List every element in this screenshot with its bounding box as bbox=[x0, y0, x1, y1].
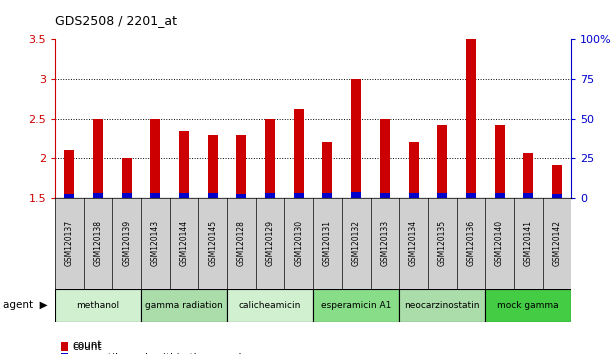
Text: agent  ▶: agent ▶ bbox=[3, 300, 48, 310]
Text: percentile rank within the sample: percentile rank within the sample bbox=[72, 353, 248, 354]
Bar bbox=[93, 119, 103, 198]
Bar bbox=[351, 192, 361, 198]
Bar bbox=[236, 135, 246, 198]
Bar bbox=[265, 119, 275, 198]
Bar bbox=[64, 194, 75, 198]
Bar bbox=[227, 289, 313, 322]
Text: GSM120129: GSM120129 bbox=[266, 221, 274, 266]
Text: methanol: methanol bbox=[76, 301, 120, 310]
Bar bbox=[437, 125, 447, 198]
Bar bbox=[93, 193, 103, 198]
Text: GDS2508 / 2201_at: GDS2508 / 2201_at bbox=[55, 14, 177, 27]
Text: GSM120130: GSM120130 bbox=[295, 220, 303, 267]
Bar bbox=[399, 289, 485, 322]
Bar bbox=[523, 153, 533, 198]
Text: count: count bbox=[72, 340, 101, 350]
Bar bbox=[265, 193, 275, 198]
Text: GSM120141: GSM120141 bbox=[524, 221, 533, 266]
Text: calicheamicin: calicheamicin bbox=[239, 301, 301, 310]
Bar bbox=[208, 135, 218, 198]
Text: neocarzinostatin: neocarzinostatin bbox=[404, 301, 480, 310]
Bar bbox=[552, 194, 562, 198]
Text: esperamicin A1: esperamicin A1 bbox=[321, 301, 392, 310]
Bar bbox=[179, 131, 189, 198]
Text: mock gamma: mock gamma bbox=[497, 301, 559, 310]
Text: GSM120132: GSM120132 bbox=[352, 221, 360, 266]
Text: GSM120143: GSM120143 bbox=[151, 220, 160, 267]
Bar bbox=[294, 109, 304, 198]
Bar bbox=[323, 193, 332, 198]
Bar bbox=[437, 193, 447, 198]
Text: GSM120131: GSM120131 bbox=[323, 221, 332, 266]
Bar bbox=[380, 193, 390, 198]
Bar bbox=[485, 289, 571, 322]
Bar bbox=[409, 143, 419, 198]
Text: GSM120139: GSM120139 bbox=[122, 220, 131, 267]
Bar bbox=[380, 119, 390, 198]
Text: count: count bbox=[72, 342, 101, 352]
Text: GSM120137: GSM120137 bbox=[65, 220, 74, 267]
Text: GSM120145: GSM120145 bbox=[208, 220, 218, 267]
Bar bbox=[122, 159, 132, 198]
Bar bbox=[409, 193, 419, 198]
Bar bbox=[141, 289, 227, 322]
Text: GSM120142: GSM120142 bbox=[552, 221, 562, 266]
Bar bbox=[294, 193, 304, 198]
Bar bbox=[466, 39, 476, 198]
Bar bbox=[55, 289, 141, 322]
Text: GSM120136: GSM120136 bbox=[466, 220, 475, 267]
Text: GSM120135: GSM120135 bbox=[437, 220, 447, 267]
Bar bbox=[523, 193, 533, 198]
Bar bbox=[323, 143, 332, 198]
Text: gamma radiation: gamma radiation bbox=[145, 301, 223, 310]
Text: GSM120134: GSM120134 bbox=[409, 220, 418, 267]
Bar bbox=[466, 193, 476, 198]
Text: GSM120144: GSM120144 bbox=[180, 220, 189, 267]
Bar bbox=[236, 194, 246, 198]
Bar bbox=[150, 119, 161, 198]
Text: GSM120133: GSM120133 bbox=[380, 220, 389, 267]
Text: GSM120140: GSM120140 bbox=[495, 220, 504, 267]
Bar bbox=[494, 193, 505, 198]
Bar bbox=[64, 150, 75, 198]
Bar bbox=[150, 193, 161, 198]
Bar bbox=[552, 165, 562, 198]
Bar bbox=[208, 193, 218, 198]
Bar bbox=[313, 289, 399, 322]
Bar bbox=[179, 193, 189, 198]
Text: GSM120128: GSM120128 bbox=[237, 221, 246, 266]
Text: GSM120138: GSM120138 bbox=[93, 221, 103, 266]
Bar bbox=[494, 125, 505, 198]
Bar bbox=[351, 79, 361, 198]
Bar bbox=[122, 193, 132, 198]
